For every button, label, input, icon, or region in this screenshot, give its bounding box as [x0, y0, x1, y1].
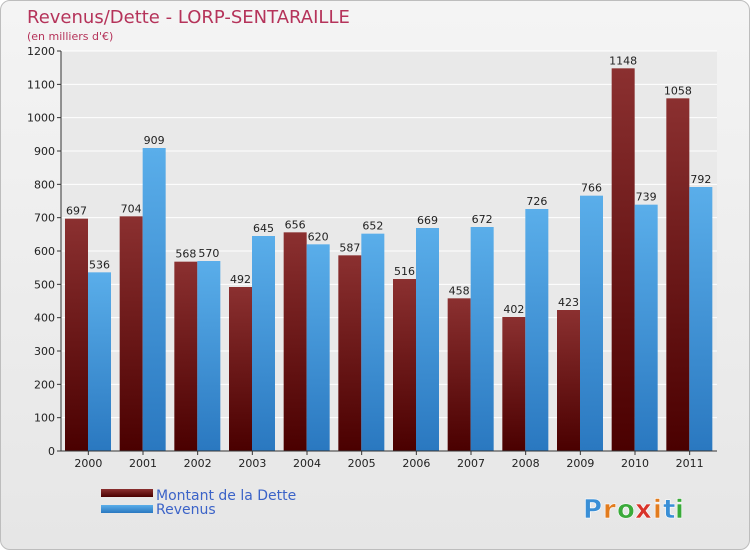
value-label-debt: 1058	[664, 84, 692, 97]
logo-letter: i	[653, 495, 662, 525]
x-tick-label: 2006	[402, 457, 430, 470]
x-tick-label: 2004	[293, 457, 321, 470]
value-label-revenue: 536	[89, 258, 110, 271]
bar-debt	[502, 317, 526, 451]
bar-debt	[447, 298, 471, 451]
logo-letter: t	[663, 495, 675, 525]
value-label-debt: 568	[175, 248, 196, 261]
bar-revenue	[525, 209, 549, 451]
value-label-revenue: 739	[636, 191, 657, 204]
value-label-revenue: 766	[581, 182, 602, 195]
y-tick-label: 1100	[27, 78, 55, 91]
value-label-revenue: 620	[308, 230, 329, 243]
bar-revenue	[197, 261, 221, 451]
bar-revenue	[634, 204, 658, 451]
bar-debt	[119, 216, 143, 451]
logo-letter: o	[617, 495, 635, 525]
legend-label-revenue: Revenus	[156, 502, 216, 518]
logo-letter: x	[635, 495, 652, 525]
bar-debt	[283, 232, 307, 451]
grid	[61, 50, 717, 452]
logo-letter: P	[583, 495, 602, 525]
bar-debt	[557, 310, 580, 451]
bar-revenue	[252, 236, 275, 451]
value-label-debt: 1148	[609, 54, 637, 67]
bars	[65, 68, 713, 451]
bar-debt	[338, 255, 362, 451]
axes: 0 100 200 300 400 500 600 700 800 900 1000 1100 1200…	[27, 45, 717, 470]
value-label-revenue: 909	[144, 134, 165, 147]
bar-revenue	[580, 195, 603, 451]
value-label-debt: 587	[339, 241, 360, 254]
x-tick-label: 2010	[621, 457, 649, 470]
y-tick-label: 500	[34, 278, 55, 291]
value-label-revenue: 645	[253, 222, 274, 235]
value-label-debt: 516	[394, 265, 415, 278]
y-tick-label: 1000	[27, 112, 55, 125]
value-label-debt: 458	[449, 284, 470, 297]
bar-revenue	[470, 227, 494, 451]
y-tick-label: 400	[34, 312, 55, 325]
bar-revenue	[306, 244, 330, 451]
x-tick-label: 2005	[348, 457, 376, 470]
bar-revenue	[416, 228, 439, 451]
value-label-revenue: 669	[417, 214, 438, 227]
legend-swatch-revenue	[101, 505, 153, 513]
logo-letter: i	[675, 495, 684, 525]
x-tick-label: 2002	[184, 457, 212, 470]
bar-revenue	[88, 272, 111, 451]
y-tick-label: 1200	[27, 45, 55, 58]
value-label-revenue: 570	[198, 247, 219, 260]
x-tick-label: 2007	[457, 457, 485, 470]
value-label-debt: 704	[121, 202, 142, 215]
value-label-revenue: 792	[690, 173, 711, 186]
value-label-revenue: 726	[526, 195, 547, 208]
bar-debt	[174, 261, 198, 451]
y-tick-label: 600	[34, 245, 55, 258]
bar-revenue	[361, 233, 385, 451]
bar-revenue	[142, 148, 166, 451]
value-label-revenue: 652	[362, 220, 383, 233]
y-tick-label: 800	[34, 178, 55, 191]
chart-subtitle: (en milliers d'€)	[27, 30, 113, 43]
x-tick-label: 2003	[238, 457, 266, 470]
bar-revenue	[689, 187, 713, 451]
x-tick-label: 2001	[129, 457, 157, 470]
bar-debt	[393, 279, 416, 451]
bar-debt	[611, 68, 635, 451]
value-label-revenue: 672	[472, 213, 493, 226]
logo-letter: r	[603, 495, 616, 525]
y-tick-label: 300	[34, 345, 55, 358]
value-label-debt: 402	[503, 303, 524, 316]
y-tick-label: 900	[34, 145, 55, 158]
bar-debt	[65, 218, 88, 451]
value-label-debt: 656	[285, 218, 306, 231]
x-tick-label: 2008	[512, 457, 540, 470]
bar-debt	[229, 287, 252, 451]
legend-label-debt: Montant de la Dette	[156, 488, 296, 504]
y-tick-label: 200	[34, 378, 55, 391]
legend-swatch-debt	[101, 489, 153, 497]
x-tick-label: 2000	[74, 457, 102, 470]
legend: Montant de la Dette Revenus	[101, 488, 296, 518]
value-label-debt: 423	[558, 296, 579, 309]
y-tick-label: 0	[48, 445, 55, 458]
value-label-debt: 697	[66, 205, 87, 218]
y-tick-label: 100	[34, 412, 55, 425]
y-tick-label: 700	[34, 212, 55, 225]
bar-debt	[666, 98, 690, 451]
x-tick-label: 2011	[676, 457, 704, 470]
x-tick-label: 2009	[566, 457, 594, 470]
chart-title: Revenus/Dette - LORP-SENTARAILLE	[27, 7, 350, 28]
value-label-debt: 492	[230, 273, 251, 286]
